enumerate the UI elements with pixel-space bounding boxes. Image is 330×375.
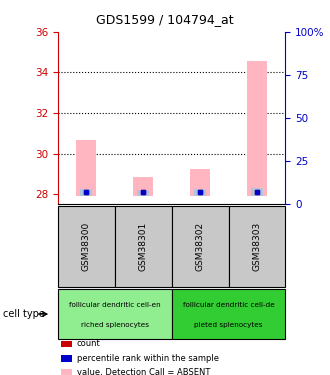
Text: cell type: cell type xyxy=(3,309,45,319)
Bar xyxy=(251,188,263,196)
Text: GSM38301: GSM38301 xyxy=(139,222,148,271)
Text: pleted splenocytes: pleted splenocytes xyxy=(194,322,263,328)
Text: follicular dendritic cell-en: follicular dendritic cell-en xyxy=(69,302,160,308)
Text: GDS1599 / 104794_at: GDS1599 / 104794_at xyxy=(96,13,234,26)
Bar xyxy=(194,189,206,196)
Text: GSM38300: GSM38300 xyxy=(82,222,91,271)
Text: percentile rank within the sample: percentile rank within the sample xyxy=(77,354,219,363)
Bar xyxy=(76,141,96,196)
Bar xyxy=(133,177,153,196)
Bar xyxy=(80,189,92,196)
Text: count: count xyxy=(77,339,101,348)
Text: value, Detection Call = ABSENT: value, Detection Call = ABSENT xyxy=(77,368,210,375)
Text: riched splenocytes: riched splenocytes xyxy=(81,322,149,328)
Bar xyxy=(247,61,267,196)
Text: follicular dendritic cell-de: follicular dendritic cell-de xyxy=(182,302,275,308)
Text: GSM38303: GSM38303 xyxy=(252,222,261,271)
Bar xyxy=(137,190,149,196)
Bar xyxy=(190,169,210,196)
Text: GSM38302: GSM38302 xyxy=(196,222,205,271)
